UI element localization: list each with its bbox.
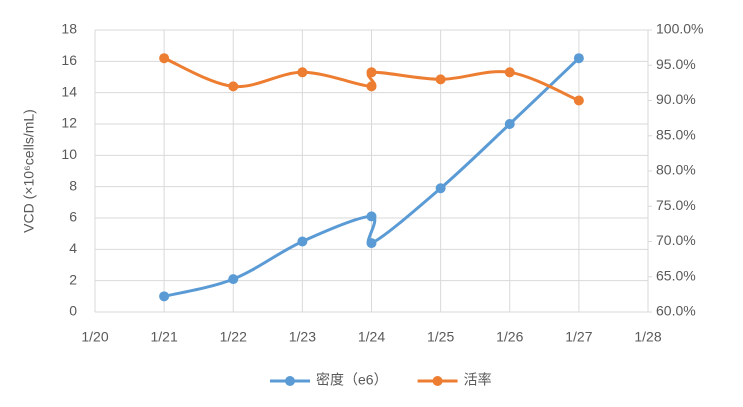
x-tick-label: 1/24	[358, 329, 385, 345]
y-tick-label: 4	[69, 240, 77, 256]
data-point	[297, 67, 308, 78]
data-point	[504, 67, 515, 78]
y-tick-label: 18	[61, 21, 77, 37]
x-tick-label: 1/20	[81, 329, 108, 345]
legend-marker	[285, 376, 295, 386]
legend-marker	[432, 376, 443, 386]
y2-tick-label: 80.0%	[656, 162, 696, 178]
y2-tick-label: 90.0%	[656, 91, 696, 107]
legend-label: 密度（e6）	[316, 372, 388, 388]
y-tick-label: 14	[61, 83, 77, 99]
y2-tick-label: 65.0%	[656, 267, 696, 283]
y2-tick-label: 85.0%	[656, 126, 696, 142]
legend-label: 活率	[464, 372, 492, 388]
data-point	[435, 183, 446, 194]
y-tick-label: 2	[69, 271, 77, 287]
data-point	[297, 236, 308, 247]
y-tick-label: 6	[69, 209, 77, 225]
data-point	[159, 291, 170, 302]
x-tick-label: 1/28	[634, 329, 661, 345]
x-tick-label: 1/23	[289, 329, 316, 345]
y2-tick-label: 100.0%	[656, 21, 703, 37]
data-point	[573, 53, 584, 64]
data-point	[366, 238, 377, 249]
y-tick-label: 8	[69, 177, 77, 193]
x-tick-label: 1/27	[565, 329, 592, 345]
y2-tick-label: 70.0%	[656, 232, 696, 248]
y-tick-label: 12	[61, 115, 77, 131]
data-point	[504, 119, 515, 129]
x-tick-label: 1/22	[220, 329, 247, 345]
y-tick-label: 16	[61, 52, 77, 68]
y-tick-label: 0	[69, 303, 77, 319]
data-point	[228, 81, 239, 92]
legend-item: 活率	[417, 372, 492, 388]
y-tick-label: 10	[61, 146, 77, 162]
data-point	[366, 211, 377, 222]
data-point	[159, 53, 170, 64]
data-point	[573, 95, 584, 106]
data-point	[366, 81, 377, 92]
series-line	[163, 56, 580, 102]
x-tick-label: 1/26	[496, 329, 523, 345]
y2-tick-label: 60.0%	[656, 303, 696, 319]
y2-tick-label: 75.0%	[656, 197, 696, 213]
legend-item: 密度（e6）	[270, 372, 388, 388]
data-point	[435, 74, 446, 85]
y2-tick-label: 95.0%	[656, 56, 696, 72]
x-tick-label: 1/25	[427, 329, 454, 345]
data-point	[228, 274, 239, 285]
data-point	[366, 67, 377, 78]
x-tick-label: 1/21	[151, 329, 178, 345]
y-axis-label: VCD (×10⁶cells/mL)	[21, 109, 37, 233]
